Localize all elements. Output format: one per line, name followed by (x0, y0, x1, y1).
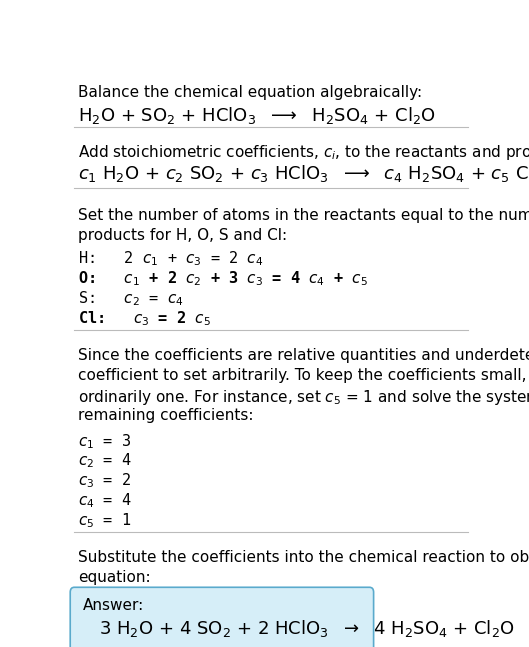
Text: $c_{5}$ = 1: $c_{5}$ = 1 (78, 512, 132, 531)
Text: equation:: equation: (78, 571, 151, 586)
Text: Answer:: Answer: (83, 598, 144, 613)
Text: $c_{1}$ H$_{2}$O + $c_{2}$ SO$_{2}$ + $c_{3}$ HClO$_{3}$  $\longrightarrow$  $c_: $c_{1}$ H$_{2}$O + $c_{2}$ SO$_{2}$ + $c… (78, 163, 529, 184)
FancyBboxPatch shape (70, 587, 373, 647)
Text: H:   2 $c_{1}$ + $c_{3}$ = 2 $c_{4}$: H: 2 $c_{1}$ + $c_{3}$ = 2 $c_{4}$ (78, 250, 264, 269)
Text: Since the coefficients are relative quantities and underdetermined, choose a: Since the coefficients are relative quan… (78, 348, 529, 363)
Text: S:   $c_{2}$ = $c_{4}$: S: $c_{2}$ = $c_{4}$ (78, 289, 184, 308)
Text: $c_{4}$ = 4: $c_{4}$ = 4 (78, 492, 132, 510)
Text: coefficient to set arbitrarily. To keep the coefficients small, the arbitrary va: coefficient to set arbitrarily. To keep … (78, 368, 529, 383)
Text: products for H, O, S and Cl:: products for H, O, S and Cl: (78, 228, 288, 243)
Text: $c_{1}$ = 3: $c_{1}$ = 3 (78, 432, 132, 450)
Text: Cl:   $c_{3}$ = 2 $c_{5}$: Cl: $c_{3}$ = 2 $c_{5}$ (78, 309, 211, 328)
Text: H$_{2}$O + SO$_{2}$ + HClO$_{3}$  $\longrightarrow$  H$_{2}$SO$_{4}$ + Cl$_{2}$O: H$_{2}$O + SO$_{2}$ + HClO$_{3}$ $\longr… (78, 105, 436, 126)
Text: $c_{3}$ = 2: $c_{3}$ = 2 (78, 472, 132, 490)
Text: Balance the chemical equation algebraically:: Balance the chemical equation algebraica… (78, 85, 423, 100)
Text: Add stoichiometric coefficients, $c_{i}$, to the reactants and products:: Add stoichiometric coefficients, $c_{i}$… (78, 143, 529, 162)
Text: 3 H$_{2}$O + 4 SO$_{2}$ + 2 HClO$_{3}$  $\rightarrow$  4 H$_{2}$SO$_{4}$ + Cl$_{: 3 H$_{2}$O + 4 SO$_{2}$ + 2 HClO$_{3}$ $… (99, 618, 515, 639)
Text: $c_{2}$ = 4: $c_{2}$ = 4 (78, 452, 132, 470)
Text: ordinarily one. For instance, set $c_{5}$ = 1 and solve the system of equations : ordinarily one. For instance, set $c_{5}… (78, 388, 529, 407)
Text: remaining coefficients:: remaining coefficients: (78, 408, 254, 423)
Text: Substitute the coefficients into the chemical reaction to obtain the balanced: Substitute the coefficients into the che… (78, 551, 529, 565)
Text: O:   $c_{1}$ + 2 $c_{2}$ + 3 $c_{3}$ = 4 $c_{4}$ + $c_{5}$: O: $c_{1}$ + 2 $c_{2}$ + 3 $c_{3}$ = 4 $… (78, 269, 368, 288)
Text: Set the number of atoms in the reactants equal to the number of atoms in the: Set the number of atoms in the reactants… (78, 208, 529, 223)
